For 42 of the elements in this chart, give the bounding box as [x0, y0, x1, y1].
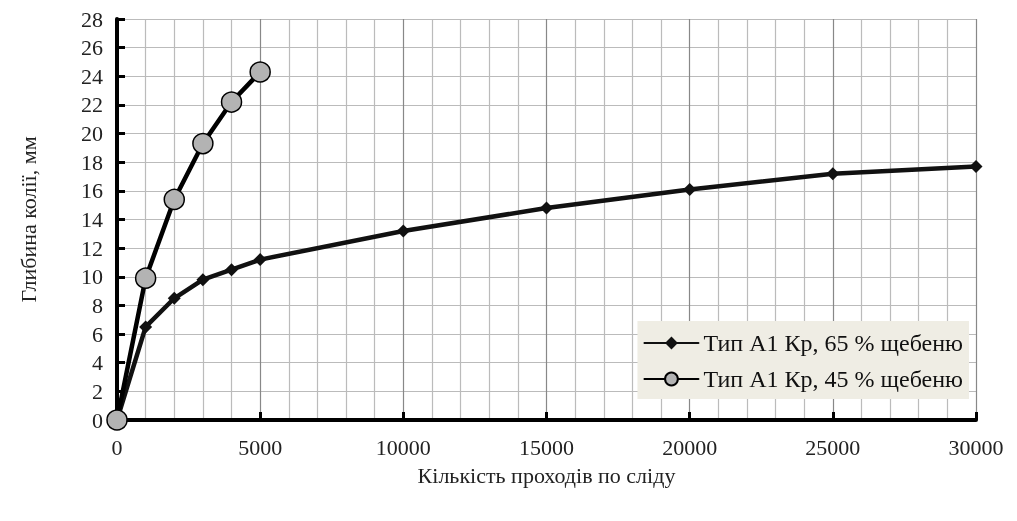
point — [134, 267, 157, 289]
point — [396, 224, 410, 238]
point — [969, 160, 983, 174]
y-tick-label: 16 — [81, 178, 103, 204]
y-tick-label: 0 — [92, 407, 103, 433]
y-axis-title: Глибина колії, мм — [15, 136, 41, 303]
y-tick-label: 26 — [81, 35, 103, 61]
legend-label: Тип А1 Кр, 45 % щебеню — [703, 366, 964, 392]
y-tick-label: 4 — [92, 350, 103, 376]
x-tick-label: 0 — [111, 434, 123, 460]
point — [253, 253, 267, 267]
y-tick-label: 20 — [81, 121, 103, 147]
y-tick-label: 8 — [92, 292, 103, 318]
x-tick-label: 15000 — [519, 434, 574, 460]
x-axis-title: Кількість проходів по сліду — [417, 462, 676, 488]
point — [249, 61, 271, 83]
y-tick-label: 6 — [92, 321, 103, 347]
x-tick-label: 25000 — [805, 434, 861, 460]
point — [220, 91, 243, 113]
point — [683, 182, 697, 196]
y-tick-label: 18 — [81, 149, 103, 175]
x-tick-label: 20000 — [662, 434, 718, 460]
point — [196, 273, 210, 287]
point — [826, 167, 840, 181]
point — [540, 201, 553, 215]
x-tick-label: 5000 — [238, 434, 283, 460]
y-tick-label: 28 — [81, 6, 103, 32]
point — [106, 409, 128, 431]
x-tick-label: 30000 — [948, 434, 1004, 460]
y-tick-label: 10 — [81, 264, 103, 290]
x-tick-label: 10000 — [375, 434, 431, 460]
point — [167, 291, 181, 305]
y-tick-label: 14 — [81, 207, 103, 232]
y-tick-label: 12 — [81, 235, 103, 261]
y-tick-label: 2 — [92, 378, 103, 404]
point — [139, 320, 153, 334]
legend-label: Тип А1 Кр, 65 % щебеню — [703, 330, 964, 356]
point — [163, 188, 186, 211]
y-tick-label: 24 — [81, 63, 103, 89]
point — [192, 132, 214, 155]
y-tick-label: 22 — [81, 92, 103, 118]
point — [225, 263, 239, 277]
